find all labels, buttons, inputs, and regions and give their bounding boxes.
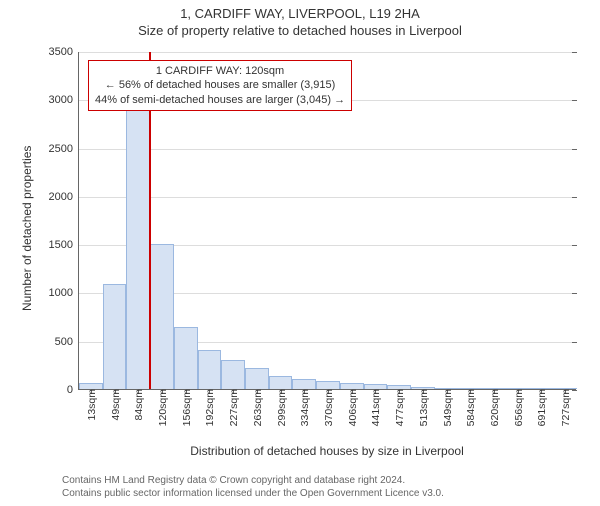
- y-tick-label: 500: [55, 336, 79, 348]
- bar: [198, 350, 222, 389]
- x-tick-label: 370sqm: [321, 389, 335, 426]
- x-tick-label: 727sqm: [558, 389, 572, 426]
- x-tick-label: 549sqm: [440, 389, 454, 426]
- gridline: [79, 52, 576, 53]
- bar: [316, 381, 340, 389]
- credits-line: Contains HM Land Registry data © Crown c…: [62, 474, 444, 487]
- bar: [174, 327, 198, 389]
- x-tick-label: 441sqm: [368, 389, 382, 426]
- y-tick-mark: [572, 149, 577, 150]
- y-tick-mark: [572, 342, 577, 343]
- bar: [269, 376, 293, 389]
- y-axis-label: Number of detached properties: [20, 146, 34, 311]
- x-tick-label: 156sqm: [179, 389, 193, 426]
- y-tick-label: 1000: [49, 287, 79, 299]
- x-tick-label: 84sqm: [131, 389, 145, 421]
- annotation-line: 1 CARDIFF WAY: 120sqm: [95, 64, 345, 78]
- x-tick-label: 691sqm: [534, 389, 548, 426]
- page-title-line2: Size of property relative to detached ho…: [0, 23, 600, 38]
- annotation-line: ← 56% of detached houses are smaller (3,…: [95, 78, 345, 92]
- bar: [221, 360, 245, 389]
- bar: [292, 379, 316, 389]
- bar: [103, 284, 127, 389]
- y-tick-label: 2500: [49, 143, 79, 155]
- y-tick-label: 3000: [49, 94, 79, 106]
- x-tick-label: 584sqm: [463, 389, 477, 426]
- y-tick-mark: [572, 293, 577, 294]
- chart-annotation: 1 CARDIFF WAY: 120sqm ← 56% of detached …: [88, 60, 352, 111]
- y-tick-label: 1500: [49, 239, 79, 251]
- x-tick-label: 299sqm: [274, 389, 288, 426]
- x-tick-label: 49sqm: [108, 389, 122, 421]
- x-tick-label: 192sqm: [202, 389, 216, 426]
- x-axis-label: Distribution of detached houses by size …: [78, 444, 576, 458]
- x-tick-label: 406sqm: [345, 389, 359, 426]
- y-tick-mark: [572, 245, 577, 246]
- gridline: [79, 197, 576, 198]
- y-tick-mark: [572, 197, 577, 198]
- x-tick-label: 227sqm: [226, 389, 240, 426]
- annotation-line: 44% of semi-detached houses are larger (…: [95, 93, 345, 107]
- y-tick-mark: [572, 100, 577, 101]
- gridline: [79, 149, 576, 150]
- x-tick-label: 477sqm: [392, 389, 406, 426]
- y-tick-label: 0: [67, 384, 79, 396]
- y-tick-mark: [572, 52, 577, 53]
- x-tick-label: 656sqm: [511, 389, 525, 426]
- credits: Contains HM Land Registry data © Crown c…: [62, 474, 444, 500]
- y-tick-mark: [572, 390, 577, 391]
- x-tick-label: 334sqm: [297, 389, 311, 426]
- x-tick-label: 513sqm: [416, 389, 430, 426]
- y-tick-label: 2000: [49, 191, 79, 203]
- page-title-line1: 1, CARDIFF WAY, LIVERPOOL, L19 2HA: [0, 6, 600, 21]
- x-tick-label: 263sqm: [250, 389, 264, 426]
- x-tick-label: 120sqm: [155, 389, 169, 426]
- x-tick-label: 13sqm: [84, 389, 98, 421]
- x-tick-label: 620sqm: [487, 389, 501, 426]
- credits-line: Contains public sector information licen…: [62, 487, 444, 500]
- bar: [126, 93, 150, 389]
- bar: [150, 244, 174, 389]
- y-tick-label: 3500: [49, 46, 79, 58]
- bar: [245, 368, 269, 389]
